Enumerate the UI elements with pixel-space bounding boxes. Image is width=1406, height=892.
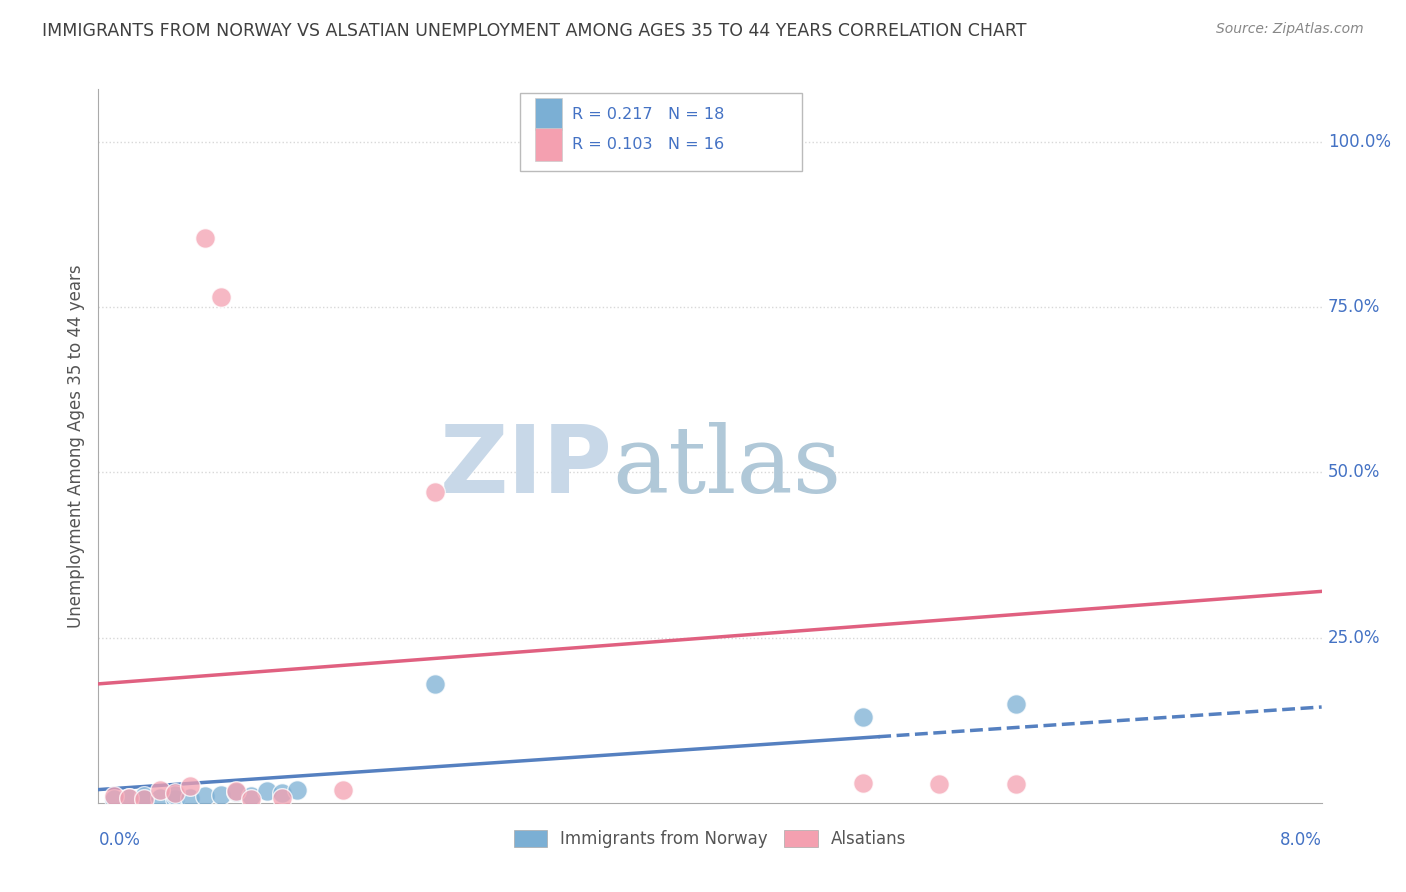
Text: 50.0%: 50.0% — [1327, 464, 1381, 482]
Point — [240, 792, 263, 806]
Point — [852, 710, 875, 724]
Point — [423, 485, 446, 500]
Point — [256, 784, 278, 798]
Y-axis label: Unemployment Among Ages 35 to 44 years: Unemployment Among Ages 35 to 44 years — [66, 264, 84, 628]
Point — [163, 788, 186, 802]
Point — [285, 782, 308, 797]
Text: ZIP: ZIP — [439, 421, 612, 514]
Point — [103, 792, 125, 806]
Text: R = 0.103   N = 16: R = 0.103 N = 16 — [572, 137, 724, 153]
Point — [179, 779, 201, 793]
Point — [209, 290, 232, 304]
FancyBboxPatch shape — [520, 93, 801, 171]
Point — [163, 786, 186, 800]
Point — [134, 792, 156, 806]
Point — [225, 784, 247, 798]
Text: 25.0%: 25.0% — [1327, 629, 1381, 647]
Point — [240, 789, 263, 804]
Point — [270, 786, 294, 800]
Point — [149, 791, 172, 805]
Point — [423, 677, 446, 691]
Point — [1004, 697, 1026, 711]
Legend: Immigrants from Norway, Alsatians: Immigrants from Norway, Alsatians — [508, 823, 912, 855]
Point — [149, 782, 172, 797]
Text: 0.0%: 0.0% — [98, 831, 141, 849]
Text: 8.0%: 8.0% — [1279, 831, 1322, 849]
Point — [194, 789, 217, 804]
Text: 75.0%: 75.0% — [1327, 298, 1381, 317]
Point — [134, 792, 156, 806]
Point — [225, 784, 247, 798]
Text: Source: ZipAtlas.com: Source: ZipAtlas.com — [1216, 22, 1364, 37]
Point — [332, 782, 354, 797]
Point — [194, 231, 217, 245]
Point — [118, 790, 141, 805]
Text: IMMIGRANTS FROM NORWAY VS ALSATIAN UNEMPLOYMENT AMONG AGES 35 TO 44 YEARS CORREL: IMMIGRANTS FROM NORWAY VS ALSATIAN UNEMP… — [42, 22, 1026, 40]
Point — [270, 790, 294, 805]
Point — [134, 789, 156, 804]
Point — [118, 790, 141, 805]
FancyBboxPatch shape — [536, 128, 562, 161]
Point — [103, 789, 125, 804]
Text: atlas: atlas — [612, 423, 841, 512]
Point — [1004, 777, 1026, 791]
Point — [209, 788, 232, 802]
Point — [852, 776, 875, 790]
Point — [928, 777, 950, 791]
Point — [179, 791, 201, 805]
FancyBboxPatch shape — [536, 98, 562, 130]
Text: 100.0%: 100.0% — [1327, 133, 1391, 151]
Text: R = 0.217   N = 18: R = 0.217 N = 18 — [572, 107, 724, 121]
Point — [163, 792, 186, 806]
